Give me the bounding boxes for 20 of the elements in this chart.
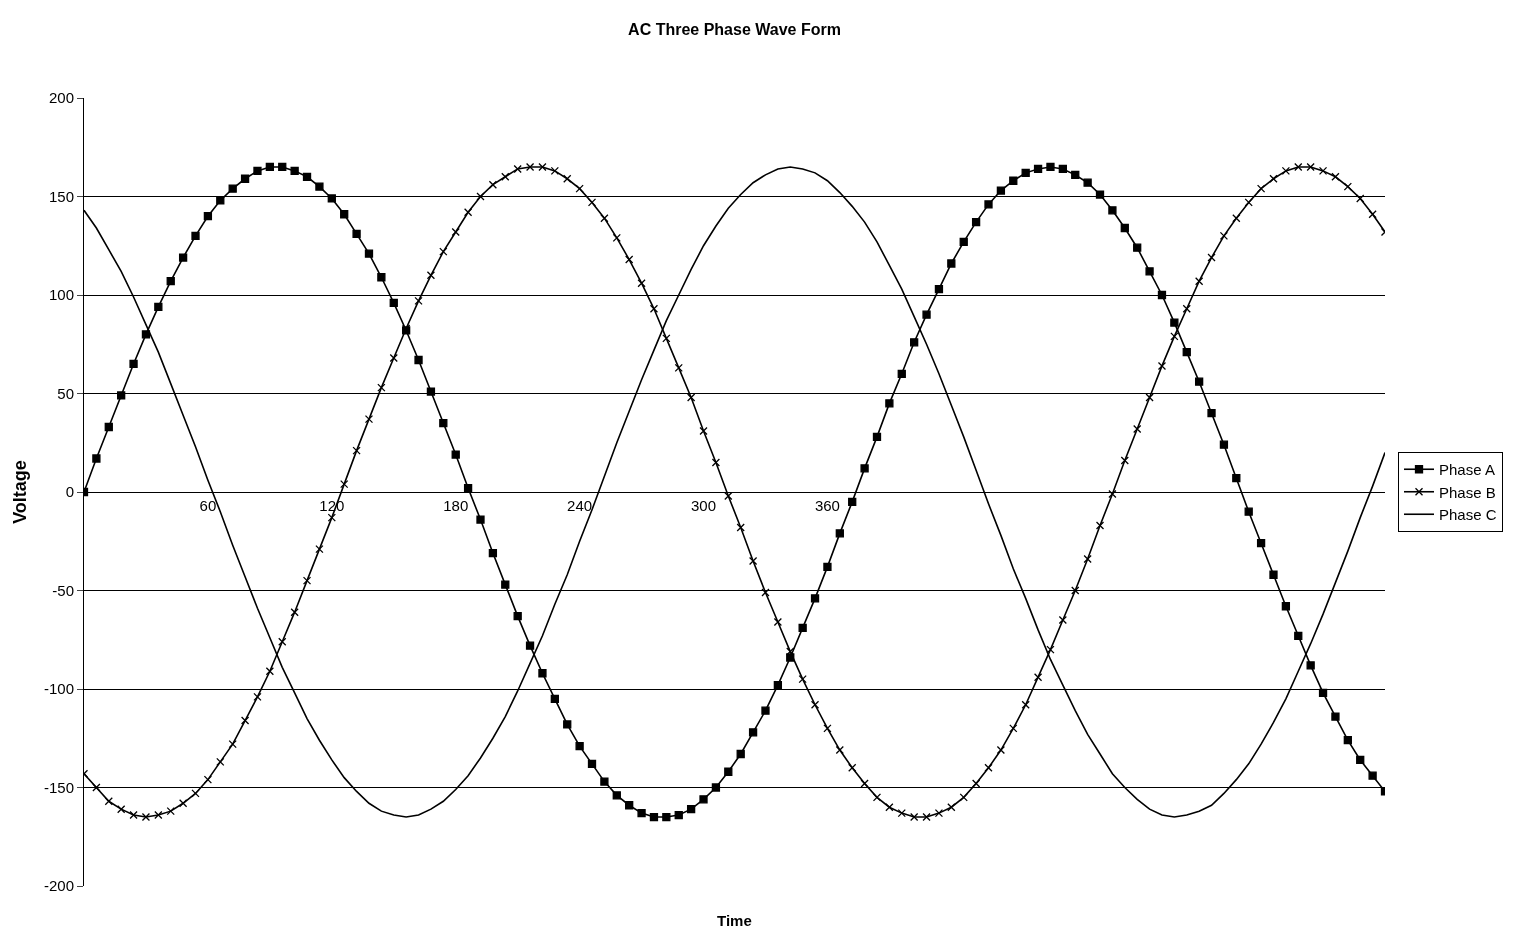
- x-tick-label: 360: [814, 497, 840, 514]
- y-tick-label: 200: [48, 89, 74, 107]
- x-tick-label: 60: [199, 497, 217, 514]
- y-tick-label: 0: [65, 483, 74, 501]
- y-tick-label: -150: [43, 778, 74, 796]
- legend-label: Phase C: [1439, 506, 1497, 524]
- x-tick-label: 240: [567, 497, 593, 514]
- y-tick-label: 100: [48, 286, 74, 304]
- y-tick-label: -100: [43, 680, 74, 698]
- y-axis-title: Voltage: [10, 460, 31, 524]
- x-tick-label: 300: [691, 497, 717, 514]
- legend-label: Phase A: [1439, 461, 1495, 479]
- legend-label: Phase B: [1439, 483, 1496, 501]
- y-tick-label: 150: [48, 187, 74, 205]
- y-tick-label: -50: [52, 581, 74, 599]
- x-tick-label: 180: [443, 497, 469, 514]
- chart-title: AC Three Phase Wave Form: [628, 20, 841, 38]
- y-tick-label: 50: [57, 384, 74, 402]
- y-tick-label: -200: [43, 877, 74, 895]
- x-axis-title: Time: [717, 912, 752, 929]
